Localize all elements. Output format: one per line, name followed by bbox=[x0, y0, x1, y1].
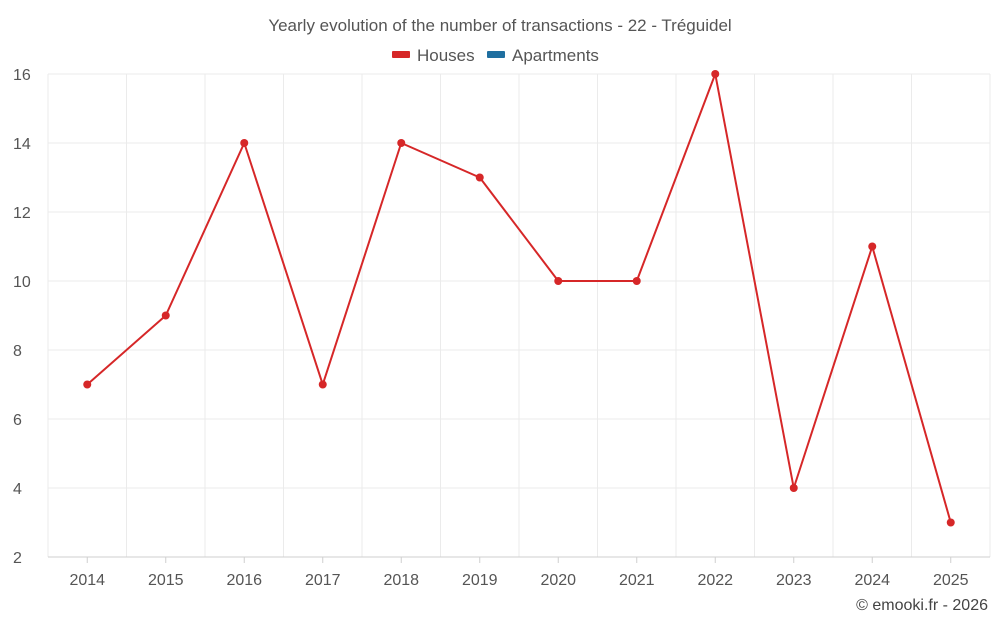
data-point-houses-2015[interactable] bbox=[161, 311, 170, 320]
x-tick-label-2014: 2014 bbox=[69, 572, 105, 589]
x-tick-label-2016: 2016 bbox=[226, 572, 262, 589]
data-point-houses-2022[interactable] bbox=[711, 70, 720, 78]
data-point-houses-2023[interactable] bbox=[789, 484, 798, 492]
x-tick-label-2018: 2018 bbox=[383, 572, 419, 589]
legend-swatch-apartments bbox=[487, 51, 505, 58]
data-point-houses-2019[interactable] bbox=[475, 173, 484, 182]
x-axis: 2014 2015 2016 2017 2018 2019 2020 2021 2022 2023… bbox=[48, 556, 990, 589]
data-point-houses-2021[interactable] bbox=[632, 277, 641, 285]
y-tick-label-2: 2 bbox=[13, 550, 22, 567]
y-tick-label-10: 10 bbox=[13, 274, 31, 291]
series-line-houses bbox=[86, 73, 952, 523]
plot-area bbox=[83, 70, 955, 527]
data-point-houses-2017[interactable] bbox=[318, 380, 327, 389]
chart-title: Yearly evolution of the number of transa… bbox=[268, 16, 731, 35]
x-tick-label-2024: 2024 bbox=[854, 572, 890, 589]
x-tick-label-2019: 2019 bbox=[462, 572, 498, 589]
x-tick-label-2017: 2017 bbox=[305, 572, 341, 589]
data-point-houses-2025[interactable] bbox=[946, 518, 955, 527]
data-point-houses-2020[interactable] bbox=[554, 277, 563, 285]
data-point-houses-2018[interactable] bbox=[397, 139, 406, 147]
x-tick-label-2015: 2015 bbox=[148, 572, 184, 589]
data-point-houses-2014[interactable] bbox=[83, 380, 92, 389]
data-point-houses-2024[interactable] bbox=[868, 242, 877, 251]
y-tick-label-12: 12 bbox=[13, 205, 31, 222]
credit-text: © emooki.fr - 2026 bbox=[856, 597, 988, 614]
x-tick-label-2021: 2021 bbox=[619, 572, 655, 589]
x-tick-label-2025: 2025 bbox=[933, 572, 969, 589]
legend-label-houses: Houses bbox=[417, 46, 475, 65]
legend-item-apartments[interactable]: Apartments bbox=[487, 46, 599, 65]
legend-label-apartments: Apartments bbox=[512, 46, 599, 65]
data-point-houses-2016[interactable] bbox=[240, 139, 249, 147]
legend-item-houses[interactable]: Houses bbox=[392, 46, 475, 65]
x-tick-label-2023: 2023 bbox=[776, 572, 812, 589]
y-tick-label-4: 4 bbox=[13, 481, 22, 498]
y-axis: 2 4 6 8 10 12 14 16 bbox=[13, 67, 31, 567]
y-tick-label-16: 16 bbox=[13, 67, 31, 84]
x-tick-label-2020: 2020 bbox=[540, 572, 576, 589]
grid bbox=[47, 73, 991, 557]
y-tick-label-14: 14 bbox=[13, 136, 31, 153]
legend-swatch-houses bbox=[392, 51, 410, 58]
y-tick-label-8: 8 bbox=[13, 343, 22, 360]
legend: Houses Apartments bbox=[392, 46, 599, 65]
x-tick-label-2022: 2022 bbox=[697, 572, 733, 589]
y-tick-label-6: 6 bbox=[13, 412, 22, 429]
